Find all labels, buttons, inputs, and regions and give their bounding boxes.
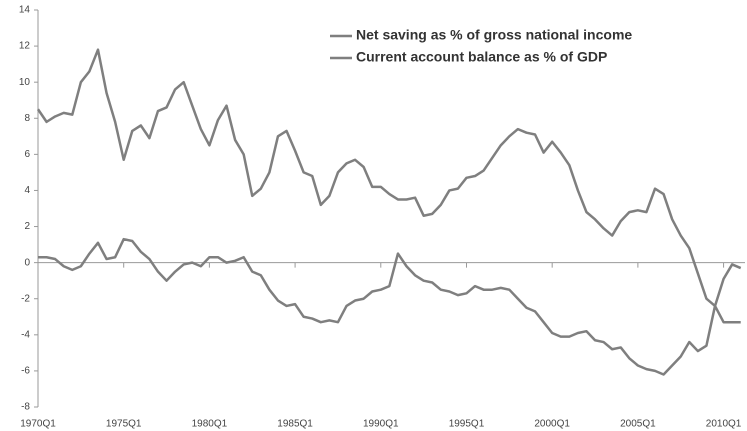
y-tick-label: -8 [21,402,30,413]
x-tick-label: 2000Q1 [534,419,570,430]
x-tick-label: 1985Q1 [277,419,313,430]
x-tick-label: 1975Q1 [106,419,142,430]
y-tick-label: 6 [24,149,30,160]
x-tick-label: 1995Q1 [449,419,485,430]
legend-label: Current account balance as % of GDP [356,49,607,65]
x-tick-label: 1980Q1 [192,419,228,430]
x-tick-label: 1970Q1 [20,419,56,430]
x-tick-label: 1990Q1 [363,419,399,430]
y-tick-label: 4 [24,185,30,196]
series-line [38,237,742,376]
y-tick-label: 12 [19,41,31,52]
y-tick-label: 2 [24,221,30,232]
y-tick-label: 8 [24,113,30,124]
series-line [36,48,741,324]
legend-label: Net saving as % of gross national income [356,27,632,43]
y-tick-label: 0 [24,257,30,268]
y-tick-label: -6 [21,366,30,377]
y-tick-label: 10 [19,77,31,88]
y-tick-label: -4 [21,329,30,340]
y-tick-label: -2 [21,293,30,304]
x-tick-label: 2005Q1 [620,419,656,430]
y-tick-label: 14 [19,5,31,16]
x-tick-label: 2010Q1 [706,419,742,430]
